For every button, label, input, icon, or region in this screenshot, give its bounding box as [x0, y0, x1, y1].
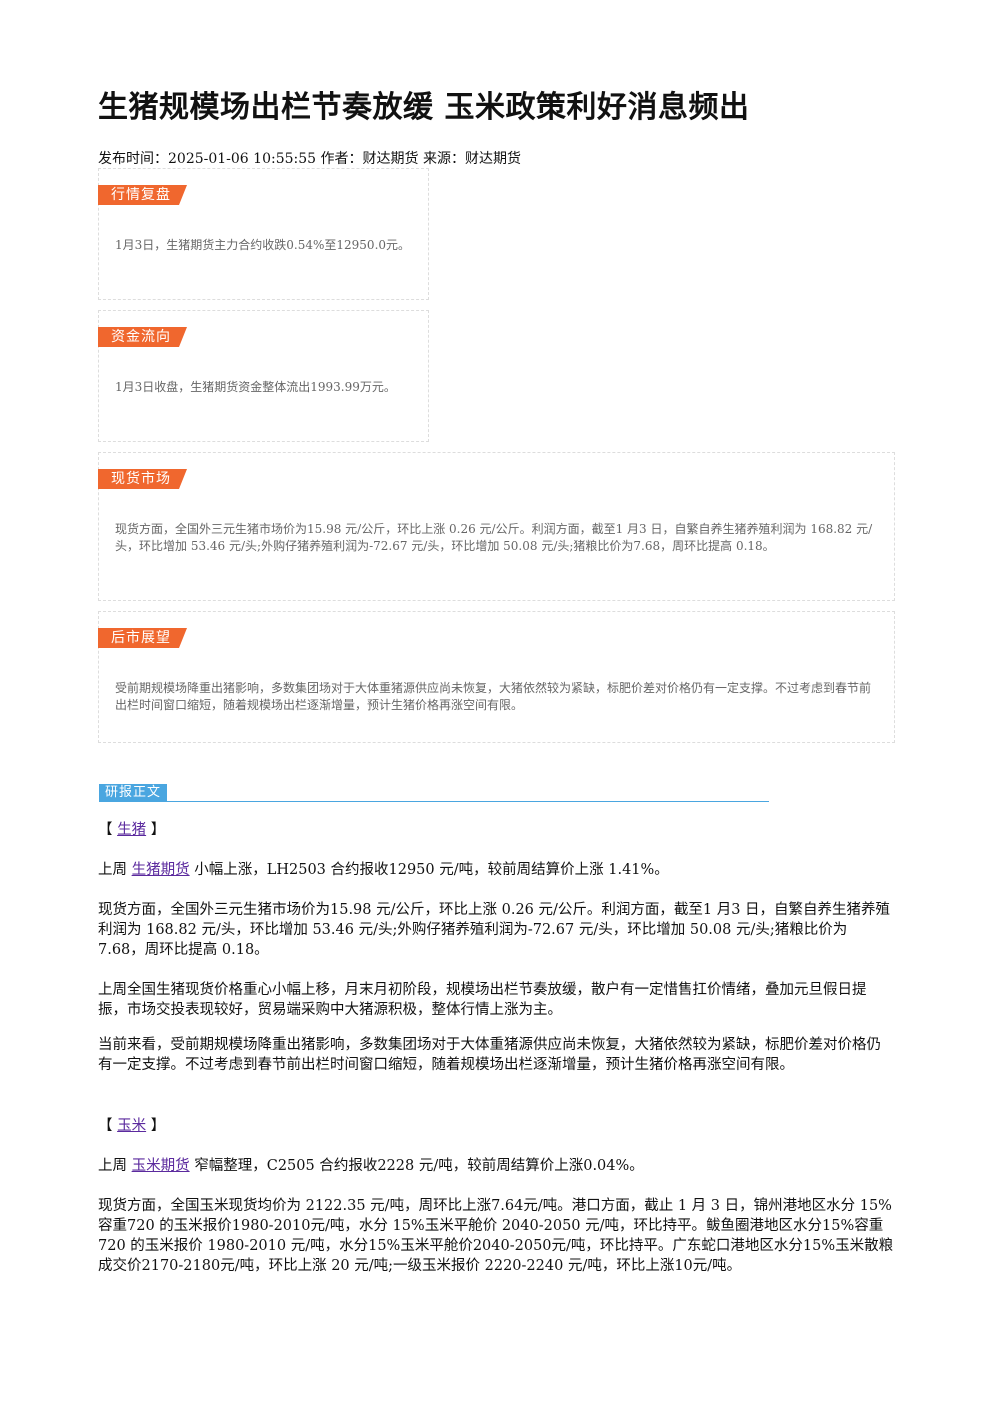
corn-futures-link[interactable]: 玉米期货 [131, 1158, 190, 1174]
summary-box-outlook: 后市展望 受前期规模场降重出猪影响，多数集团场对于大体重猪源供应尚未恢复，大猪依… [98, 611, 895, 743]
report-body-divider [99, 801, 769, 802]
text: 上周 [98, 862, 132, 878]
article-meta: 发布时间：2025-01-06 10:55:55 作者：财达期货 来源：财达期货 [98, 148, 521, 168]
publish-time-label: 发布时间： [98, 151, 168, 167]
report-body-tag: 研报正文 [99, 784, 168, 802]
source-label: 来源： [422, 151, 465, 167]
hog-paragraph-3: 上周全国生猪现货价格重心小幅上移，月末月初阶段，规模场出栏节奏放缓，散户有一定惜… [98, 982, 867, 1018]
corn-section-link[interactable]: 玉米 [117, 1118, 147, 1134]
bracket-close: 】 [146, 822, 166, 838]
summary-text: 现货方面，全国外三元生猪市场价为15.98 元/公斤，环比上涨 0.26 元/公… [115, 522, 873, 553]
hog-section-link[interactable]: 生猪 [117, 822, 147, 838]
section-heading-corn: 【 玉米 】 [98, 1116, 165, 1136]
section-heading-hog: 【 生猪 】 [98, 820, 165, 840]
bracket-open: 【 [98, 822, 118, 838]
text: 小幅上涨，LH2503 合约报收12950 元/吨，较前周结算价上涨 1.41%… [189, 862, 669, 878]
hog-futures-link[interactable]: 生猪期货 [131, 862, 190, 878]
publish-time: 2025-01-06 10:55:55 [168, 151, 317, 167]
tag-spot-market: 现货市场 [98, 469, 187, 489]
text: 上周 [98, 1158, 132, 1174]
corn-paragraph-2: 现货方面，全国玉米现货均价为 2122.35 元/吨，周环比上涨7.64元/吨。… [98, 1198, 894, 1274]
tag-capital-flow: 资金流向 [98, 327, 187, 347]
summary-box-market-review: 行情复盘 1月3日，生猪期货主力合约收跌0.54%至12950.0元。 [98, 168, 429, 300]
hog-paragraph-1: 上周 生猪期货 小幅上涨，LH2503 合约报收12950 元/吨，较前周结算价… [98, 860, 894, 880]
bracket-close: 】 [146, 1118, 166, 1134]
bracket-open: 【 [98, 1118, 118, 1134]
summary-box-spot-market: 现货市场 现货方面，全国外三元生猪市场价为15.98 元/公斤，环比上涨 0.2… [98, 452, 895, 601]
page-title: 生猪规模场出栏节奏放缓 玉米政策利好消息频出 [98, 90, 750, 125]
summary-text: 受前期规模场降重出猪影响，多数集团场对于大体重猪源供应尚未恢复，大猪依然较为紧缺… [115, 681, 872, 712]
source: 财达期货 [464, 151, 521, 167]
corn-paragraph-1: 上周 玉米期货 窄幅整理，C2505 合约报收2228 元/吨，较前周结算价上涨… [98, 1156, 894, 1176]
summary-box-capital-flow: 资金流向 1月3日收盘，生猪期货资金整体流出1993.99万元。 [98, 310, 429, 442]
hog-paragraph-4: 当前来看，受前期规模场降重出猪影响，多数集团场对于大体重猪源供应尚未恢复，大猪依… [98, 1037, 881, 1073]
author: 财达期货 [362, 151, 419, 167]
author-label: 作者： [320, 151, 363, 167]
tag-outlook: 后市展望 [98, 628, 187, 648]
hog-paragraph-2: 现货方面，全国外三元生猪市场价为15.98 元/公斤，环比上涨 0.26 元/公… [98, 902, 891, 958]
tag-market-review: 行情复盘 [98, 185, 187, 205]
text: 窄幅整理，C2505 合约报收2228 元/吨，较前周结算价上涨0.04%。 [189, 1158, 644, 1174]
summary-text: 1月3日收盘，生猪期货资金整体流出1993.99万元。 [115, 380, 396, 394]
summary-text: 1月3日，生猪期货主力合约收跌0.54%至12950.0元。 [115, 238, 411, 252]
